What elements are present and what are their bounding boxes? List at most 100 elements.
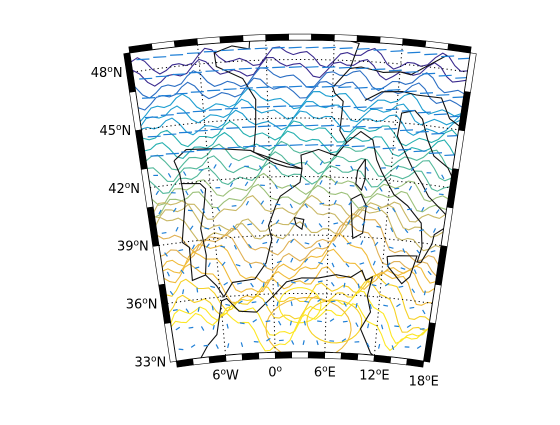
wind-vector xyxy=(382,325,383,330)
frame-segment xyxy=(174,39,197,47)
wind-vector xyxy=(291,301,292,306)
wind-vector xyxy=(212,306,213,311)
wind-vector xyxy=(195,130,208,131)
wind-vector xyxy=(290,184,293,188)
wind-vector xyxy=(321,106,334,107)
wind-vector xyxy=(303,340,304,345)
frame-segment xyxy=(159,284,171,323)
frame-segment xyxy=(165,323,177,363)
wind-vector xyxy=(306,67,319,68)
wind-vector xyxy=(167,272,169,276)
wind-vector xyxy=(252,302,257,303)
wind-vector xyxy=(318,262,322,263)
wind-vector xyxy=(407,52,420,53)
wind-vector xyxy=(292,340,294,344)
wind-vector xyxy=(290,204,292,208)
wind-vector xyxy=(373,261,375,265)
wind-vector xyxy=(256,87,269,88)
wind-vector xyxy=(273,86,286,87)
wind-vector xyxy=(184,172,186,176)
wind-vector xyxy=(343,321,348,322)
wind-vector xyxy=(148,136,161,137)
wind-vector xyxy=(261,201,264,205)
wind-vector xyxy=(188,210,193,211)
wind-vector xyxy=(201,326,203,330)
wind-vector xyxy=(431,251,436,252)
wind-vector xyxy=(333,243,336,247)
wind-vector xyxy=(228,343,229,348)
frame-segment xyxy=(447,169,459,208)
wind-vector xyxy=(274,125,287,126)
wind-vector xyxy=(318,281,323,282)
longitude-label: 12oE xyxy=(359,367,389,383)
wind-vector xyxy=(439,75,452,76)
wind-vector xyxy=(273,106,286,107)
wind-vector xyxy=(414,269,416,273)
wind-vector xyxy=(398,149,411,150)
wind-vector xyxy=(156,191,158,195)
wind-vector xyxy=(272,67,285,68)
wind-vector xyxy=(181,151,194,152)
wind-vector xyxy=(338,87,351,88)
wind-vector xyxy=(136,59,149,60)
wind-vector xyxy=(304,321,305,326)
wind-vector xyxy=(380,187,383,191)
wind-vector xyxy=(355,88,368,89)
wind-vector xyxy=(176,227,178,231)
wind-vector xyxy=(259,145,272,146)
wind-vector xyxy=(241,342,242,347)
parallel-line xyxy=(133,60,468,73)
wind-vector xyxy=(304,279,308,282)
wind-vector xyxy=(442,175,444,179)
wind-vector xyxy=(361,240,363,244)
wind-vector xyxy=(366,167,368,171)
wind-vector xyxy=(239,68,252,69)
wind-vector xyxy=(150,156,163,157)
wind-vector xyxy=(170,55,183,56)
wind-vector xyxy=(172,74,185,75)
frame-segment xyxy=(334,35,357,42)
wind-vector xyxy=(251,283,254,287)
wind-vector xyxy=(177,113,190,114)
frame-segment xyxy=(289,34,312,40)
wind-vector xyxy=(320,203,325,204)
wind-vector xyxy=(186,309,189,313)
wind-vector xyxy=(406,72,419,73)
wind-vector xyxy=(190,226,193,230)
wind-vector xyxy=(156,76,169,77)
frame-segment xyxy=(448,44,471,53)
frame-segment xyxy=(403,39,426,47)
wind-vector xyxy=(407,325,411,328)
wind-vector xyxy=(197,288,198,293)
wind-vector xyxy=(240,88,253,89)
wind-vector xyxy=(279,321,281,325)
frame-segment xyxy=(135,130,147,170)
wind-vector xyxy=(212,148,225,149)
wind-vector xyxy=(226,128,239,129)
frame-segment xyxy=(424,323,436,363)
latitude-label: 33oN xyxy=(134,354,166,370)
wind-vector xyxy=(356,303,357,308)
wind-vector xyxy=(222,262,225,266)
wind-vector xyxy=(441,56,454,57)
wind-vector xyxy=(224,89,237,90)
wind-vector xyxy=(153,57,166,58)
wind-vector xyxy=(214,164,216,168)
wind-vector xyxy=(346,263,349,267)
wind-vector xyxy=(368,324,369,329)
wind-vector xyxy=(193,111,206,112)
longitude-label: 6oW xyxy=(212,367,239,383)
wind-vector xyxy=(412,289,415,293)
wind-vector xyxy=(289,86,302,87)
wind-vector xyxy=(305,145,318,146)
wind-vector xyxy=(189,327,194,328)
frame-segment xyxy=(243,35,266,42)
wind-vector xyxy=(162,233,167,234)
contour-line xyxy=(131,47,468,74)
wind-vector xyxy=(358,284,359,289)
wind-vector xyxy=(206,71,219,72)
wind-vector xyxy=(319,223,322,227)
wind-vector xyxy=(277,239,279,243)
